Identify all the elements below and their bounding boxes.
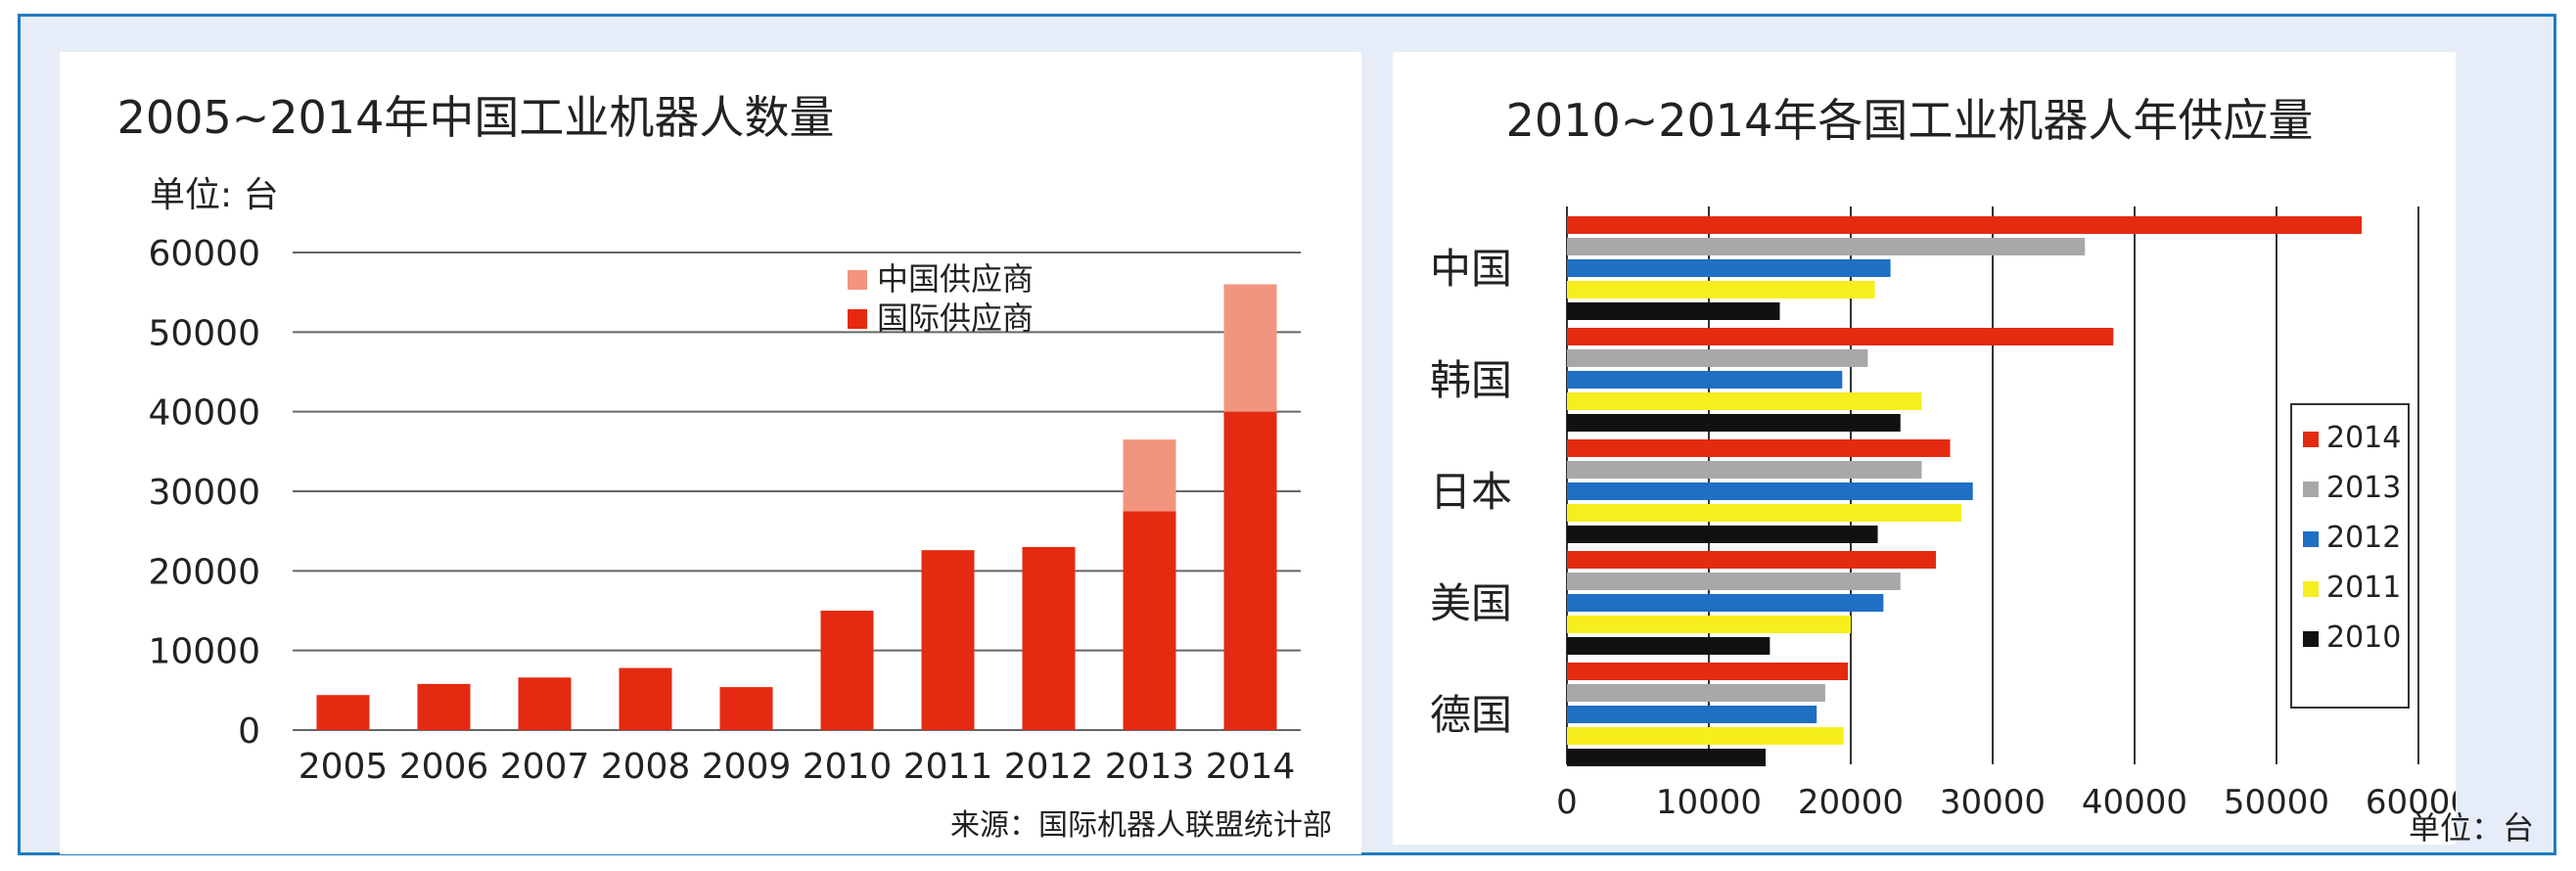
bar-intl-supplier bbox=[1123, 511, 1176, 730]
x-tick-label: 2008 bbox=[601, 747, 691, 787]
bar-intl-supplier bbox=[921, 550, 975, 730]
x-tick-label: 2013 bbox=[1105, 747, 1195, 787]
x-tick-label: 10000 bbox=[1656, 783, 1762, 822]
y-category-label: 韩国 bbox=[1430, 356, 1512, 404]
bar-2012 bbox=[1567, 259, 1891, 277]
y-tick-label: 40000 bbox=[148, 393, 260, 434]
x-tick-label: 2009 bbox=[702, 747, 792, 787]
y-category-label: 美国 bbox=[1430, 579, 1512, 627]
bar-2014 bbox=[1567, 216, 2362, 234]
bar-intl-supplier bbox=[719, 687, 773, 730]
bar-2010 bbox=[1567, 749, 1766, 766]
x-tick-label: 2014 bbox=[1206, 747, 1296, 787]
bar-2012 bbox=[1567, 594, 1884, 612]
x-tick-label: 2011 bbox=[903, 747, 993, 787]
legend-box bbox=[2290, 403, 2410, 709]
y-category-label: 德国 bbox=[1430, 691, 1512, 739]
chart-title: 2010~2014年各国工业机器人年供应量 bbox=[1506, 94, 2314, 147]
chart-title: 2005~2014年中国工业机器人数量 bbox=[117, 91, 835, 144]
bar-2012 bbox=[1567, 371, 1843, 389]
bar-2011 bbox=[1567, 392, 1922, 410]
bar-intl-supplier bbox=[820, 611, 874, 730]
bar-intl-supplier bbox=[619, 667, 672, 730]
bar-2014 bbox=[1567, 551, 1936, 569]
unit-label: 单位: 台 bbox=[150, 175, 279, 215]
legend-swatch bbox=[2303, 631, 2319, 647]
x-tick-label: 2010 bbox=[803, 747, 893, 787]
bar-intl-supplier bbox=[518, 677, 572, 730]
unit-label: 单位：台 bbox=[2408, 809, 2534, 847]
bar-2012 bbox=[1567, 706, 1817, 723]
country-supply-chart-panel: 2010~2014年各国工业机器人年供应量 中国韩国日本美国德国 0 10000 2… bbox=[1393, 52, 2534, 847]
x-tick-label: 2005 bbox=[299, 747, 389, 787]
legend-swatch bbox=[848, 309, 867, 329]
source-note: 来源：国际机器人联盟统计部 bbox=[950, 808, 1332, 843]
legend-label: 国际供应商 bbox=[877, 299, 1034, 337]
legend-swatch bbox=[2303, 581, 2319, 597]
bar-intl-supplier bbox=[1022, 546, 1076, 730]
y-tick-label: 60000 bbox=[148, 234, 260, 274]
bar-intl-supplier bbox=[1223, 411, 1277, 730]
y-tick-label: 20000 bbox=[148, 552, 260, 592]
legend-label: 2010 bbox=[2326, 620, 2401, 655]
bar-2013 bbox=[1567, 349, 1868, 367]
bar-2013 bbox=[1567, 573, 1901, 590]
legend-swatch bbox=[848, 270, 867, 290]
x-tick-label: 0 bbox=[1556, 783, 1578, 822]
bar-2014 bbox=[1567, 328, 2114, 345]
x-tick-label: 2006 bbox=[399, 747, 489, 787]
legend-label: 2013 bbox=[2326, 471, 2401, 505]
bar-intl-supplier bbox=[417, 683, 471, 730]
legend-label: 中国供应商 bbox=[877, 260, 1034, 298]
bar-2014 bbox=[1567, 439, 1951, 457]
bar-2010 bbox=[1567, 637, 1771, 655]
x-tick-label: 20000 bbox=[1798, 783, 1904, 822]
legend-swatch bbox=[2303, 531, 2319, 547]
y-category-label: 中国 bbox=[1430, 245, 1512, 293]
bar-intl-supplier bbox=[316, 695, 370, 730]
bar-cn-supplier bbox=[1123, 439, 1176, 512]
y-category-label: 日本 bbox=[1430, 468, 1512, 516]
bar-2010 bbox=[1567, 302, 1780, 320]
x-tick-label: 50000 bbox=[2224, 783, 2329, 822]
bar-2010 bbox=[1567, 414, 1901, 432]
bar-2010 bbox=[1567, 526, 1878, 543]
legend-swatch bbox=[2303, 481, 2319, 497]
bar-2012 bbox=[1567, 482, 1973, 500]
robot-count-chart-panel: 2005~2014年中国工业机器人数量 单位: 台 60000 50000 4000… bbox=[60, 52, 1361, 854]
bar-2011 bbox=[1567, 616, 1851, 633]
x-tick-label: 2007 bbox=[500, 747, 590, 787]
x-tick-label: 30000 bbox=[1940, 783, 2046, 822]
bar-2014 bbox=[1567, 663, 1849, 680]
bar-2013 bbox=[1567, 238, 2086, 255]
x-tick-label: 40000 bbox=[2082, 783, 2187, 822]
legend-label: 2012 bbox=[2326, 521, 2401, 555]
y-tick-label: 10000 bbox=[148, 632, 260, 672]
x-tick-label: 60000 bbox=[2366, 783, 2456, 822]
bar-2013 bbox=[1567, 461, 1922, 479]
legend-label: 2014 bbox=[2326, 421, 2401, 455]
y-tick-label: 0 bbox=[238, 711, 260, 752]
x-tick-label: 2012 bbox=[1004, 747, 1094, 787]
bar-2011 bbox=[1567, 727, 1844, 745]
bar-2013 bbox=[1567, 684, 1825, 702]
legend-label: 2011 bbox=[2326, 571, 2401, 605]
bar-cn-supplier bbox=[1223, 284, 1277, 412]
chart-frame: 2005~2014年中国工业机器人数量 单位: 台 60000 50000 4000… bbox=[18, 14, 2556, 855]
y-tick-label: 30000 bbox=[148, 473, 260, 513]
y-tick-label: 50000 bbox=[148, 313, 260, 353]
bar-2011 bbox=[1567, 504, 1962, 522]
bar-2011 bbox=[1567, 281, 1875, 298]
robot-count-chart: 2005~2014年中国工业机器人数量 单位: 台 60000 50000 4000… bbox=[117, 91, 1332, 843]
legend-swatch bbox=[2303, 432, 2319, 447]
